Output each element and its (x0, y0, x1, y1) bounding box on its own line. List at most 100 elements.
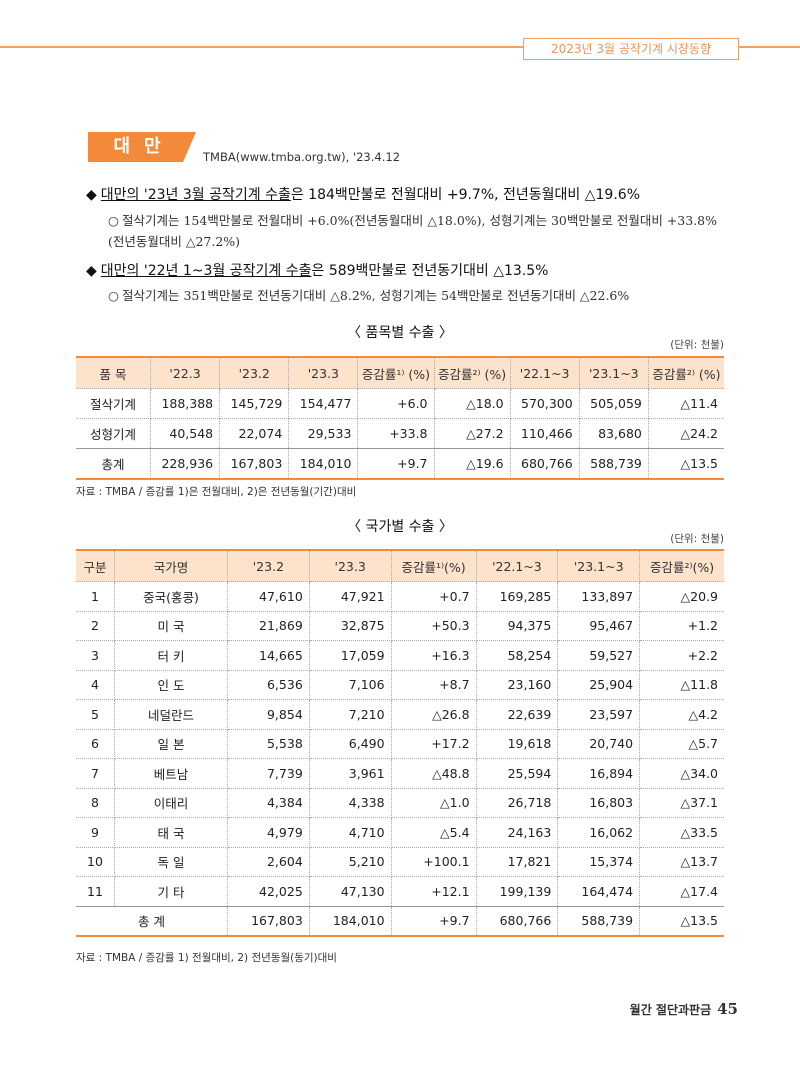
total-label: 총 계 (76, 905, 228, 937)
cell: 15,374 (557, 847, 641, 877)
cell: 2,604 (227, 847, 310, 877)
bullet-2: ◆ 대만의 '22년 1~3월 공작기계 수출은 589백만불로 전년동기대비 △… (86, 260, 548, 280)
cell: +16.3 (391, 640, 477, 671)
cell: 184,010 (288, 448, 359, 480)
export-by-item-table: 품 목 '22.3 '23.2 '23.3 증감률¹⁾ (%) 증감률²⁾ (%… (76, 356, 724, 480)
country-cell: 기 타 (114, 876, 228, 907)
cell: 7,106 (309, 670, 392, 700)
table-header-row: 구분 국가명 '23.2 '23.3 증감률¹⁾(%) '22.1~3 '23.… (76, 550, 724, 582)
diamond-icon: ◆ (86, 187, 97, 203)
country-cell: 미 국 (114, 611, 228, 641)
bullet-1: ◆ 대만의 '23년 3월 공작기계 수출은 184백만불로 전월대비 +9.7%… (86, 184, 640, 204)
col-header: 구분 (76, 550, 115, 582)
cell: △24.2 (648, 418, 724, 449)
sub-2-text: 절삭기계는 351백만불로 전년동기대비 △8.2%, 성형기계는 54백만불로… (122, 288, 630, 303)
cell: 20,740 (557, 729, 641, 759)
cell: △18.0 (434, 388, 511, 419)
cell: 154,477 (288, 388, 359, 419)
col-header: 증감률¹⁾ (%) (357, 357, 435, 389)
cell: △13.5 (648, 448, 724, 480)
cell: 110,466 (510, 418, 580, 449)
header-rule (0, 46, 800, 48)
cell: +8.7 (391, 670, 477, 700)
sub-1: ○ 절삭기계는 154백만불로 전월대비 +6.0%(전년동월대비 △18.0%)… (108, 210, 728, 252)
cell: 6,536 (227, 670, 310, 700)
cell: 9,854 (227, 699, 310, 730)
country-cell: 일 본 (114, 729, 228, 759)
col-header: 증감률¹⁾(%) (391, 550, 477, 582)
section-tag: 대만 (88, 132, 196, 162)
col-header: '23.2 (219, 357, 290, 389)
bullet-2-underlined: 대만의 '22년 1~3월 공작기계 수출 (100, 263, 312, 279)
col-header: 국가명 (114, 550, 228, 582)
cell: 40,548 (150, 418, 221, 449)
cell: +1.2 (639, 611, 724, 641)
cell: 169,285 (476, 581, 559, 612)
footer: 월간 절단과판금 45 (630, 1000, 738, 1018)
table2-body: 1 중국(홍콩) 47,610 47,921 +0.7 169,285 133,897 △20… (76, 581, 724, 937)
row-label: 성형기계 (76, 418, 151, 449)
cell: 58,254 (476, 640, 559, 671)
row-label: 절삭기계 (76, 388, 151, 419)
cell: 228,936 (150, 448, 221, 480)
sub-2: ○ 절삭기계는 351백만불로 전년동기대비 △8.2%, 성형기계는 54백만불… (108, 285, 728, 306)
table-row: 5 네덜란드 9,854 7,210 △26.8 22,639 23,597 △4.2 (76, 699, 724, 730)
rank-cell: 2 (76, 611, 115, 641)
cell: 16,803 (557, 788, 641, 818)
cell: 7,210 (309, 699, 392, 730)
diamond-icon: ◆ (86, 263, 97, 279)
col-header: 증감률²⁾ (%) (434, 357, 511, 389)
cell: 22,074 (219, 418, 290, 449)
cell: +2.2 (639, 640, 724, 671)
cell: 21,869 (227, 611, 310, 641)
country-cell: 독 일 (114, 847, 228, 877)
rank-cell: 3 (76, 640, 115, 671)
page-number: 45 (717, 1000, 738, 1018)
cell: 4,710 (309, 817, 392, 848)
cell: 16,894 (557, 758, 641, 789)
rank-cell: 7 (76, 758, 115, 789)
bullet-1-rest: 은 184백만불로 전월대비 +9.7%, 전년동월대비 △19.6% (290, 187, 641, 203)
country-cell: 터 키 (114, 640, 228, 671)
cell: 167,803 (219, 448, 290, 480)
cell: △20.9 (639, 581, 724, 612)
table-header-row: 품 목 '22.3 '23.2 '23.3 증감률¹⁾ (%) 증감률²⁾ (%… (76, 357, 724, 389)
col-header: '22.3 (150, 357, 221, 389)
cell: 94,375 (476, 611, 559, 641)
table-row: 1 중국(홍콩) 47,610 47,921 +0.7 169,285 133,897 △20… (76, 581, 724, 612)
cell: 83,680 (579, 418, 649, 449)
table-total-row: 총계 228,936 167,803 184,010 +9.7 △19.6 68… (76, 448, 724, 480)
col-header: '23.2 (227, 550, 310, 582)
cell: △48.8 (391, 758, 477, 789)
cell: △13.7 (639, 847, 724, 877)
cell: +12.1 (391, 876, 477, 907)
col-header: '23.1~3 (557, 550, 641, 582)
circle-bullet-icon: ○ (108, 213, 119, 228)
cell: 29,533 (288, 418, 359, 449)
header-title: 2023년 3월 공작기계 시장동향 (523, 38, 739, 60)
cell: 95,467 (557, 611, 641, 641)
rank-cell: 11 (76, 876, 115, 907)
cell: 25,904 (557, 670, 641, 700)
cell: 4,384 (227, 788, 310, 818)
cell: 25,594 (476, 758, 559, 789)
cell: 680,766 (510, 448, 580, 480)
cell: 22,639 (476, 699, 559, 730)
table1-unit: (단위: 천불) (670, 339, 724, 351)
cell: 133,897 (557, 581, 641, 612)
cell: +17.2 (391, 729, 477, 759)
table-total-row: 총 계 167,803 184,010 +9.7 680,766 588,739 △13.5 (76, 905, 724, 937)
cell: 588,739 (557, 905, 641, 937)
cell: +6.0 (357, 388, 435, 419)
magazine-name: 월간 절단과판금 (629, 1003, 712, 1017)
country-cell: 베트남 (114, 758, 228, 789)
table-row: 성형기계 40,548 22,074 29,533 +33.8 △27.2 11… (76, 418, 724, 449)
country-cell: 인 도 (114, 670, 228, 700)
cell: △13.5 (639, 905, 724, 937)
col-header: '23.3 (288, 357, 359, 389)
cell: 680,766 (476, 905, 559, 937)
cell: 17,821 (476, 847, 559, 877)
